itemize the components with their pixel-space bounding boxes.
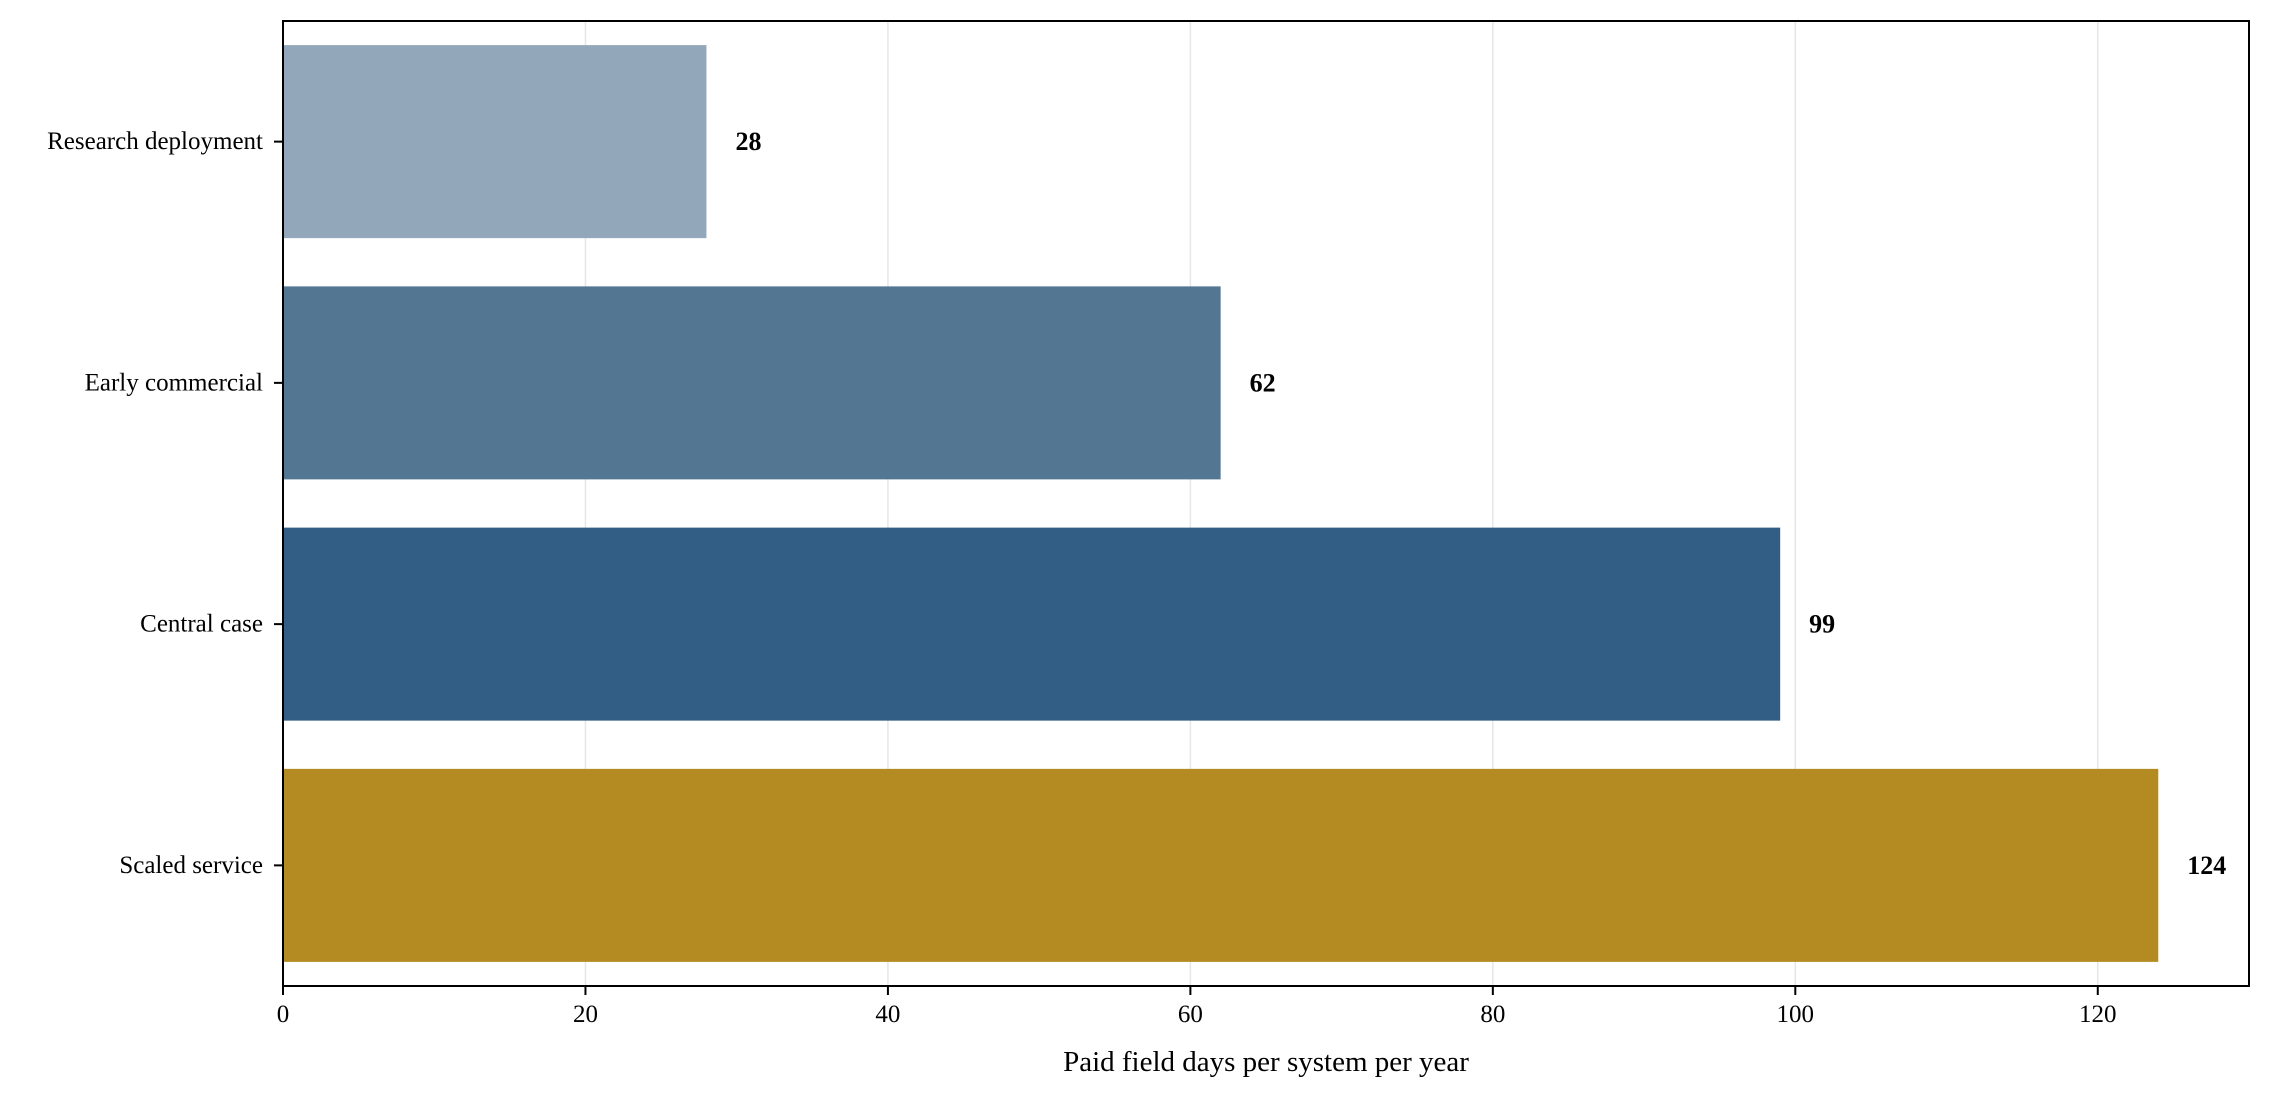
y-axis: Research deployment Early commercial Centr… (47, 128, 283, 879)
bar-central-case (283, 527, 1781, 721)
bar-scaled-service (283, 768, 2159, 962)
x-tick-label-40: 40 (875, 1001, 900, 1028)
bars (283, 45, 2159, 962)
data-label-scaled-service: 124 (2187, 851, 2226, 880)
data-label-central-case: 99 (1809, 610, 1835, 639)
data-label-research-deployment: 28 (735, 127, 761, 156)
data-labels: 28 62 99 124 (735, 127, 2226, 880)
y-tick-label-scaled-service: Scaled service (119, 852, 263, 879)
y-tick-label-early-commercial: Early commercial (85, 369, 263, 396)
plot-frame (282, 20, 2250, 987)
x-tick-label-0: 0 (277, 1001, 290, 1028)
x-tick-label-60: 60 (1178, 1001, 1203, 1028)
x-axis-title: Paid field days per system per year (1063, 1046, 1469, 1078)
bar-research-deployment (283, 45, 707, 239)
bar-early-commercial (283, 286, 1221, 480)
x-tick-label-100: 100 (1777, 1001, 1815, 1028)
x-tick-label-80: 80 (1480, 1001, 1505, 1028)
x-tick-label-20: 20 (573, 1001, 598, 1028)
data-label-early-commercial: 62 (1250, 368, 1276, 397)
x-tick-label-120: 120 (2079, 1001, 2117, 1028)
x-axis: 0 20 40 60 80 100 120 (277, 986, 2117, 1028)
y-tick-label-central-case: Central case (140, 611, 263, 638)
y-tick-label-research-deployment: Research deployment (47, 128, 263, 155)
